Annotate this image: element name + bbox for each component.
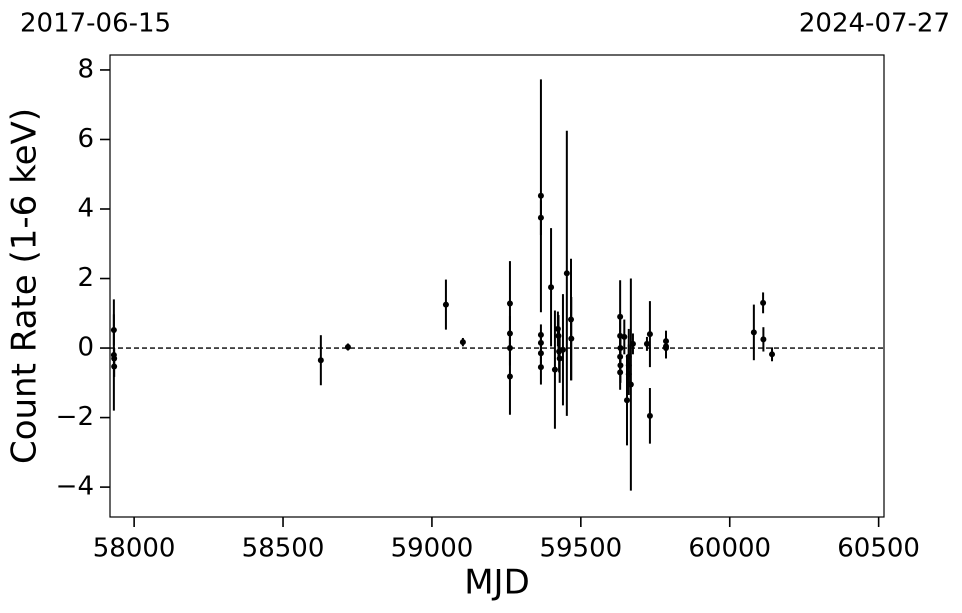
y-tick-label: 8 <box>77 54 94 84</box>
data-point <box>459 339 466 346</box>
data-point <box>769 351 776 358</box>
data-point <box>643 340 650 347</box>
x-tick-label: 60000 <box>688 534 771 564</box>
x-tick-label: 59500 <box>539 534 622 564</box>
x-tick-label: 58500 <box>242 534 325 564</box>
data-point <box>646 331 653 338</box>
y-tick-label: −2 <box>56 402 94 432</box>
y-axis-label: Count Rate (1-6 keV) <box>5 108 45 464</box>
data-point <box>556 355 563 362</box>
data-point <box>506 373 513 380</box>
data-point <box>629 340 636 347</box>
data-point <box>537 192 544 199</box>
data-point <box>559 346 566 353</box>
y-tick-label: 4 <box>77 194 94 224</box>
end-date-label: 2024-07-27 <box>799 9 950 39</box>
data-point <box>760 299 767 306</box>
data-point <box>621 333 628 340</box>
data-point <box>111 363 118 370</box>
data-point <box>646 412 653 419</box>
data-point <box>506 300 513 307</box>
start-date-label: 2017-06-15 <box>20 9 171 39</box>
data-point <box>623 397 630 404</box>
data-point <box>568 335 575 342</box>
data-point <box>537 364 544 371</box>
data-point <box>563 270 570 277</box>
plot-frame <box>109 54 885 518</box>
x-tick-label: 58000 <box>93 534 176 564</box>
data-point <box>551 366 558 373</box>
data-point <box>344 344 351 351</box>
y-tick-label: −4 <box>56 472 94 502</box>
data-point <box>537 214 544 221</box>
data-point <box>317 357 324 364</box>
data-point <box>750 329 757 336</box>
x-axis-label: MJD <box>464 563 530 603</box>
data-point <box>442 301 449 308</box>
data-point <box>760 336 767 343</box>
data-point <box>663 343 670 350</box>
x-tick-label: 59000 <box>391 534 474 564</box>
data-point <box>617 362 624 369</box>
y-tick-label: 0 <box>77 333 94 363</box>
y-tick-label: 2 <box>77 263 94 293</box>
data-point <box>548 284 555 291</box>
y-tick-label: 6 <box>77 124 94 154</box>
x-tick-label: 60500 <box>837 534 920 564</box>
data-point <box>627 381 634 388</box>
